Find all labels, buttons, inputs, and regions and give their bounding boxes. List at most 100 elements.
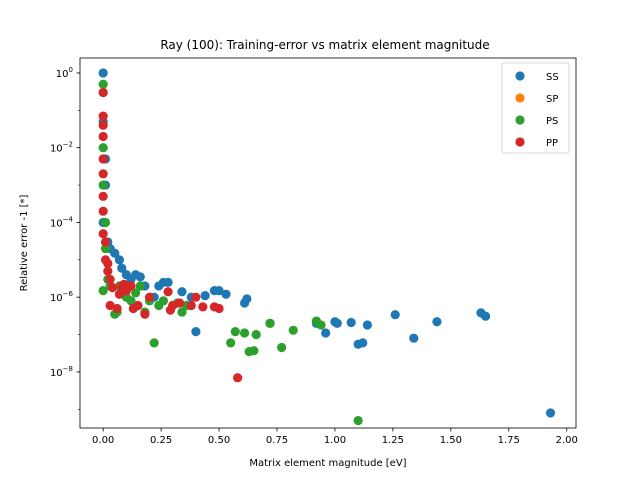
y-tick-base: 10	[50, 144, 63, 155]
data-point-pp	[103, 266, 113, 276]
legend-label-ps: PS	[546, 116, 558, 127]
data-point-ps	[131, 288, 141, 298]
data-point-pp	[107, 283, 118, 293]
x-tick-label: 1.00	[324, 435, 346, 446]
legend-label-sp: SP	[546, 94, 558, 105]
data-point-ss	[390, 310, 400, 320]
legend-label-ss: SS	[546, 72, 559, 83]
data-point-pp	[168, 300, 178, 311]
data-point-ps	[98, 79, 108, 89]
data-point-ps	[158, 296, 169, 306]
x-axis: 0.00 0.25 0.50 0.75 1.00 1.25 1.50 1.75 2.00	[92, 428, 578, 446]
data-point-pp	[105, 274, 115, 284]
data-point-pp	[191, 292, 201, 302]
data-point-ss	[321, 328, 331, 338]
data-point-ss	[200, 291, 210, 301]
data-point-ps	[265, 318, 275, 328]
data-point-pp	[105, 300, 115, 311]
y-tick-label: 10−4	[50, 215, 74, 229]
data-point-ps	[316, 320, 326, 330]
y-tick-exponent: −8	[63, 365, 73, 373]
data-point-pp	[163, 287, 173, 297]
legend-marker-ss	[515, 71, 525, 81]
x-tick-label: 0.50	[208, 435, 230, 446]
legend-label-pp: PP	[546, 138, 558, 149]
y-tick-base: 10	[56, 69, 69, 80]
y-tick-base: 10	[50, 293, 63, 304]
points-layer	[98, 68, 556, 426]
data-point-pp	[98, 169, 108, 179]
data-point-pp	[144, 292, 155, 302]
legend: SS SP PS PP	[501, 62, 570, 154]
data-point-ps	[100, 217, 111, 228]
y-tick-base: 10	[50, 368, 63, 379]
y-tick-exponent: −4	[63, 215, 74, 223]
y-tick-base: 10	[50, 218, 63, 229]
data-point-ss	[135, 272, 145, 282]
data-point-ps	[288, 325, 298, 335]
data-point-ps	[98, 180, 108, 190]
plot-area	[79, 57, 577, 429]
data-point-ps	[249, 346, 259, 356]
y-tick-exponent: 0	[69, 66, 73, 74]
data-point-ss	[117, 263, 127, 273]
data-point-ps	[149, 338, 159, 348]
data-point-pp	[112, 303, 122, 314]
data-point-ss	[98, 68, 108, 78]
x-tick-label: 1.25	[382, 435, 404, 446]
data-point-ss	[177, 287, 187, 297]
data-point-ps	[126, 296, 136, 306]
data-point-ss	[191, 327, 201, 337]
x-axis-label: Matrix element magnitude [eV]	[249, 458, 406, 469]
data-point-pp	[98, 131, 108, 142]
data-point-pp	[98, 206, 108, 216]
data-point-pp	[98, 154, 108, 164]
data-point-ps	[98, 143, 108, 153]
series-pp	[98, 87, 243, 383]
data-point-ss	[545, 408, 556, 418]
legend-box	[501, 62, 570, 154]
data-point-ss	[362, 320, 373, 330]
data-point-pp	[186, 300, 196, 311]
data-point-ss	[114, 255, 125, 265]
data-point-ss	[409, 333, 419, 343]
data-point-ss	[163, 277, 173, 287]
data-point-pp	[133, 300, 143, 311]
data-point-ss	[242, 294, 252, 304]
plot-frame	[79, 57, 577, 429]
data-point-pp	[98, 87, 108, 98]
data-point-pp	[98, 229, 108, 239]
data-point-ps	[177, 307, 187, 317]
data-point-pp	[98, 111, 108, 121]
data-point-ss	[110, 248, 120, 258]
data-point-pp	[214, 303, 224, 314]
legend-marker-pp	[515, 137, 525, 147]
chart-title: Ray (100): Training-error vs matrix elem…	[160, 38, 489, 52]
y-tick-label: 10−8	[50, 365, 73, 379]
data-point-ss	[358, 338, 368, 348]
x-tick-label: 1.75	[498, 435, 520, 446]
x-tick-label: 2.00	[556, 435, 578, 446]
data-point-pp	[126, 281, 136, 291]
data-point-pp	[100, 237, 111, 247]
data-point-ss	[332, 318, 342, 328]
y-tick-label: 100	[56, 66, 73, 80]
data-point-ps	[226, 338, 236, 348]
data-point-pp	[114, 289, 125, 299]
y-tick-exponent: −6	[63, 290, 74, 298]
data-point-ps	[230, 327, 240, 337]
data-point-ps	[135, 281, 145, 291]
data-point-ps	[277, 342, 287, 353]
legend-marker-sp	[515, 93, 525, 103]
plot-background	[80, 58, 576, 428]
data-point-pp	[103, 258, 113, 269]
data-point-ss	[346, 317, 356, 328]
data-point-pp	[98, 120, 108, 130]
data-point-ps	[98, 286, 108, 296]
data-point-ps	[353, 415, 363, 426]
data-point-pp	[98, 191, 108, 201]
data-point-pp	[198, 302, 208, 312]
data-point-ps	[100, 243, 111, 254]
